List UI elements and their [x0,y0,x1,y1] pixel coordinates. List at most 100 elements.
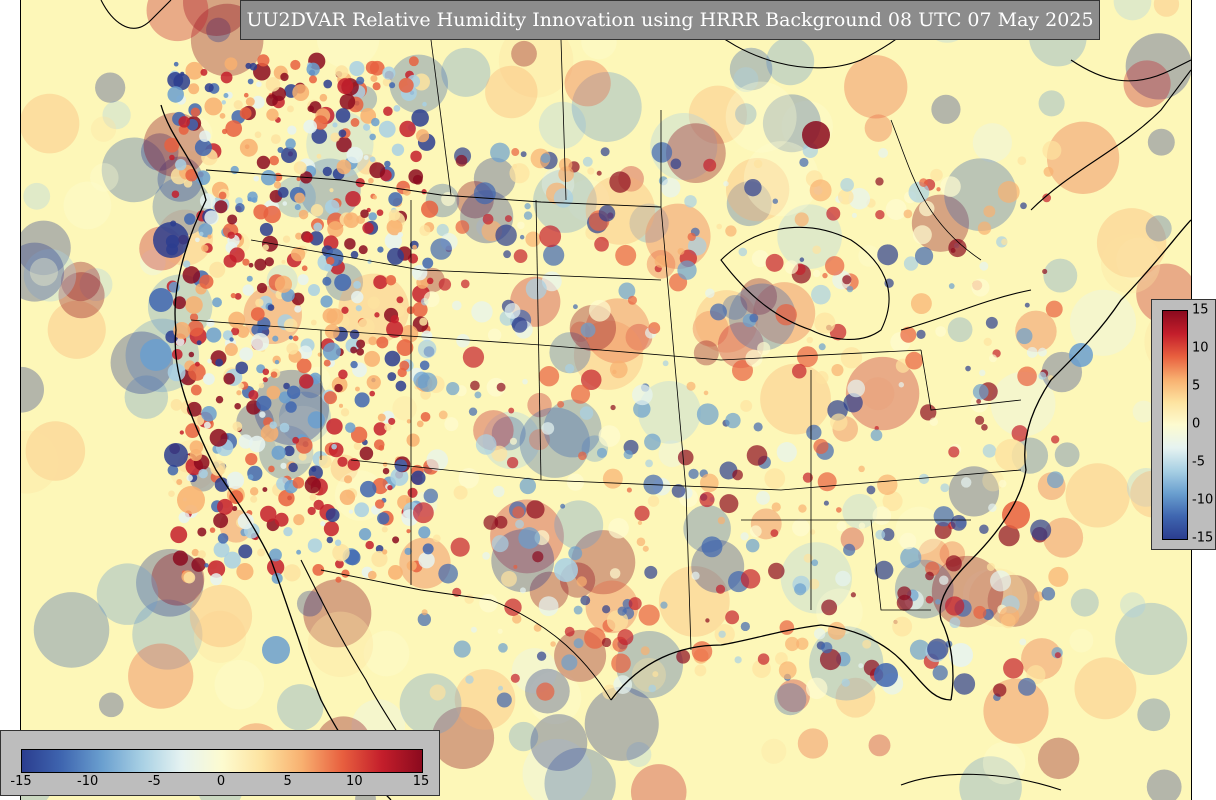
innovation-blob [540,153,551,164]
innovation-blob [332,122,338,128]
innovation-blob [554,558,578,582]
innovation-blob [979,524,989,535]
innovation-blob [580,322,596,338]
innovation-blob [811,284,831,305]
innovation-blob [239,138,258,157]
innovation-blob [309,231,324,246]
innovation-blob [740,621,750,632]
innovation-blob [247,78,254,85]
innovation-blob [283,564,301,582]
innovation-blob [858,465,865,473]
innovation-blob [303,119,318,134]
innovation-blob [324,323,340,339]
innovation-blob [283,526,293,537]
innovation-blob [169,154,175,161]
innovation-blob [948,283,955,289]
innovation-blob [400,324,419,343]
innovation-blob [694,664,707,677]
innovation-blob [997,181,1020,203]
innovation-blob [432,534,441,543]
innovation-blob [193,414,205,426]
innovation-blob [232,421,243,432]
innovation-blob [728,283,796,351]
innovation-blob [197,527,207,537]
innovation-blob [391,143,405,156]
innovation-blob [292,476,305,489]
innovation-blob [344,238,356,250]
innovation-blob [953,673,976,695]
innovation-blob [944,158,1017,232]
innovation-blob [912,225,932,245]
innovation-blob [249,62,258,71]
innovation-blob [819,648,842,671]
mexico-border [320,569,612,701]
innovation-blob [830,413,848,431]
innovation-blob [136,548,204,617]
innovation-blob [206,17,231,43]
innovation-blob [1132,400,1155,423]
innovation-blob [799,257,805,262]
innovation-blob [60,261,101,302]
innovation-blob [665,123,726,184]
canada-border [205,169,662,208]
innovation-blob [792,518,810,537]
innovation-blob [1020,202,1027,210]
innovation-blob [330,132,340,143]
innovation-blob [412,302,428,318]
innovation-blob [602,468,623,489]
innovation-blob [398,77,414,93]
innovation-blob [877,474,898,495]
innovation-blob [406,419,412,424]
innovation-blob [892,616,913,637]
innovation-blob [362,222,374,234]
innovation-blob [306,62,320,77]
innovation-blob [903,256,919,271]
innovation-blob [335,576,342,583]
innovation-blob [191,548,200,557]
innovation-blob [981,424,988,431]
innovation-blob [221,100,226,105]
innovation-blob [188,351,195,358]
innovation-blob [419,225,431,237]
innovation-blob [973,605,987,619]
innovation-blob [229,337,234,342]
innovation-blob [423,291,440,308]
innovation-blob [239,347,253,361]
innovation-blob [339,93,356,110]
innovation-blob [273,181,282,189]
innovation-blob [355,305,362,312]
innovation-blob [770,529,779,538]
innovation-blob [179,430,184,435]
innovation-blob [399,673,462,736]
innovation-blob [277,147,284,154]
innovation-blob [404,547,412,556]
innovation-blob [1069,628,1094,653]
innovation-blob [124,375,169,419]
innovation-blob [382,549,388,555]
innovation-blob [359,480,377,498]
innovation-blob [250,495,258,503]
innovation-blob [496,692,512,708]
innovation-blob [285,138,296,149]
innovation-blob [903,209,913,219]
innovation-blob [278,489,295,507]
innovation-blob [322,166,332,177]
innovation-blob [235,197,243,205]
innovation-blob [794,583,807,596]
innovation-blob [760,363,831,435]
innovation-blob [1048,566,1069,587]
innovation-blob [260,424,279,443]
innovation-blob [784,260,799,274]
innovation-blob [934,522,952,539]
innovation-blob [740,278,778,315]
innovation-blob [826,206,841,221]
innovation-blob [735,103,757,125]
innovation-blob [979,369,986,377]
innovation-blob [561,654,578,671]
innovation-blob [90,116,117,142]
innovation-blob [350,360,358,369]
innovation-blob [749,313,759,323]
innovation-blob [940,483,950,493]
innovation-blob [610,404,616,411]
innovation-blob [874,663,898,687]
